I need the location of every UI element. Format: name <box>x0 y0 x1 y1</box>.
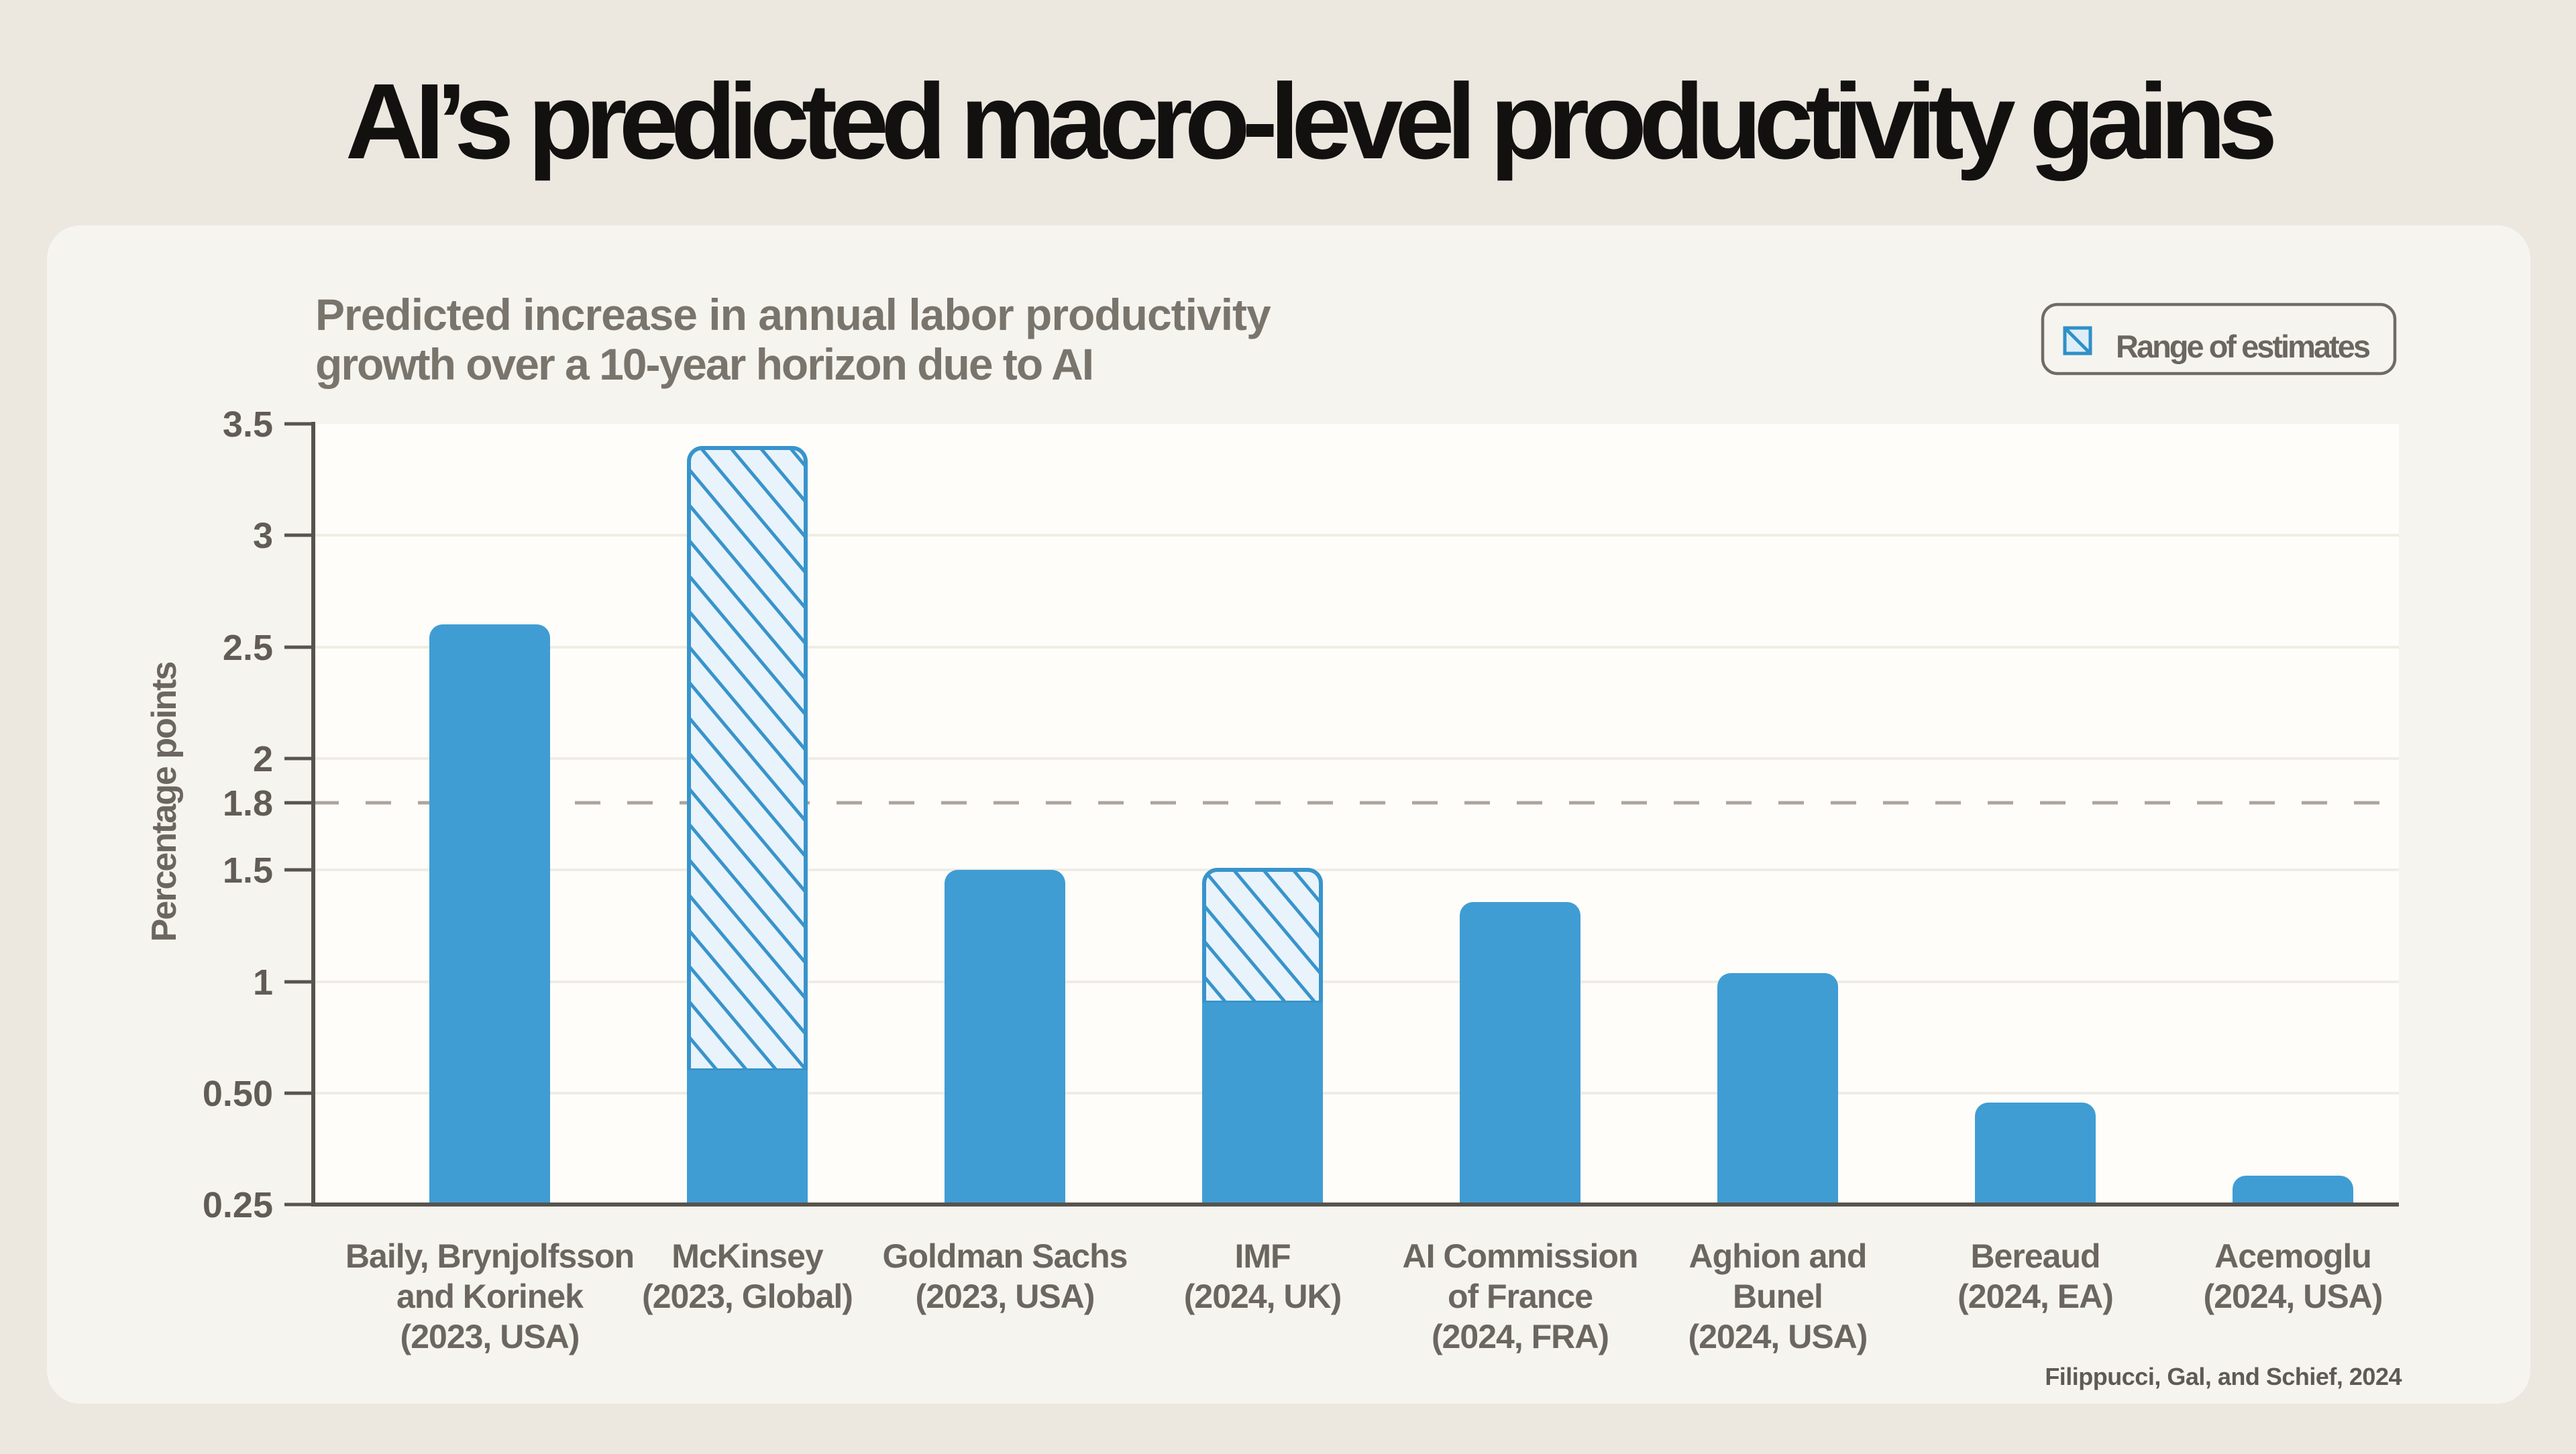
svg-text:Percentage points: Percentage points <box>145 663 184 942</box>
svg-text:(2024, UK): (2024, UK) <box>1184 1278 1342 1315</box>
svg-text:Goldman Sachs: Goldman Sachs <box>883 1237 1128 1275</box>
svg-text:(2023, USA): (2023, USA) <box>916 1278 1095 1315</box>
svg-text:Predicted increase in annual l: Predicted increase in annual labor produ… <box>315 290 1271 339</box>
svg-text:3: 3 <box>253 516 273 556</box>
svg-text:0.25: 0.25 <box>203 1185 273 1225</box>
svg-text:Bunel: Bunel <box>1733 1278 1823 1315</box>
svg-text:(2023, Global): (2023, Global) <box>642 1278 853 1315</box>
svg-text:McKinsey: McKinsey <box>672 1237 824 1275</box>
svg-text:Acemoglu: Acemoglu <box>2214 1237 2371 1275</box>
svg-text:Aghion and: Aghion and <box>1689 1237 1867 1275</box>
svg-text:0.50: 0.50 <box>203 1074 273 1114</box>
svg-text:Bereaud: Bereaud <box>1970 1237 2100 1275</box>
svg-text:(2024, EA): (2024, EA) <box>1957 1278 2113 1315</box>
svg-text:(2023, USA): (2023, USA) <box>400 1318 580 1355</box>
svg-text:2.5: 2.5 <box>223 628 273 668</box>
svg-text:2: 2 <box>253 739 273 779</box>
svg-text:1.8: 1.8 <box>223 783 273 824</box>
svg-text:(2024, FRA): (2024, FRA) <box>1432 1318 1609 1355</box>
svg-text:growth over a 10-year horizon: growth over a 10-year horizon due to AI <box>315 339 1093 389</box>
svg-text:(2024, USA): (2024, USA) <box>2204 1278 2383 1315</box>
svg-text:of France: of France <box>1448 1278 1593 1315</box>
svg-text:Baily, Brynjolfsson: Baily, Brynjolfsson <box>345 1237 634 1275</box>
svg-text:IMF: IMF <box>1234 1237 1290 1275</box>
svg-text:AI’s predicted macro-level pro: AI’s predicted macro-level productivity … <box>345 61 2273 181</box>
svg-text:1: 1 <box>253 962 273 1003</box>
svg-text:3.5: 3.5 <box>223 404 273 445</box>
svg-text:(2024, USA): (2024, USA) <box>1688 1318 1868 1355</box>
svg-text:Range of estimates: Range of estimates <box>2116 329 2370 364</box>
svg-text:AI Commission: AI Commission <box>1403 1237 1638 1275</box>
svg-text:Filippucci, Gal, and Schief, 2: Filippucci, Gal, and Schief, 2024 <box>2045 1363 2402 1390</box>
svg-text:1.5: 1.5 <box>223 850 273 891</box>
svg-text:and Korinek: and Korinek <box>396 1278 584 1315</box>
